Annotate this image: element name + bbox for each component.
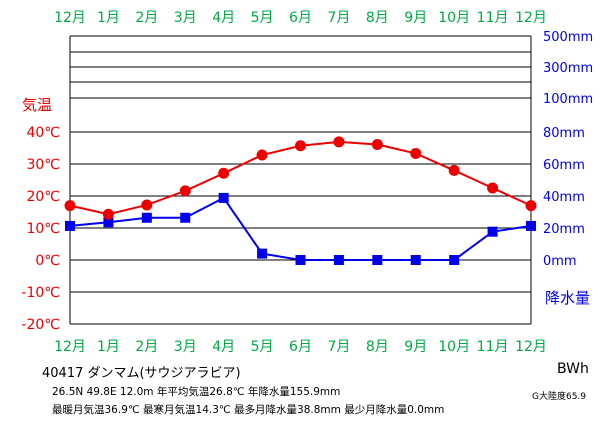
month-label-bottom: 8月 <box>366 339 389 355</box>
temperature-point <box>102 208 114 220</box>
month-label-top: 1月 <box>97 10 120 26</box>
month-label-top: 10月 <box>438 10 470 26</box>
precipitation-tick-label: 500mm <box>543 30 593 45</box>
temperature-tick-label: 30℃ <box>26 157 60 173</box>
climate-classification: BWh <box>557 361 589 377</box>
month-label-bottom: 4月 <box>212 339 235 355</box>
temperature-point <box>487 182 499 194</box>
temperature-tick-label: 0℃ <box>35 253 60 269</box>
temperature-point <box>179 185 191 197</box>
temperature-line <box>69 140 532 216</box>
temperature-point <box>64 200 76 212</box>
temperature-point <box>295 140 306 152</box>
precipitation-tick-label: 60mm <box>543 158 585 173</box>
bottom-month-labels: 12月 1月 2月 3月 4月 5月 6月 7月 8月 9月 10月 11月 12月 <box>54 339 547 355</box>
month-label-bottom: 5月 <box>251 339 274 355</box>
temperature-point <box>410 147 422 159</box>
precipitation-point <box>487 226 498 237</box>
temperature-axis-title: 気温 <box>22 96 52 114</box>
month-label-top: 6月 <box>289 10 312 26</box>
temperature-tick-label: -10℃ <box>21 285 60 301</box>
month-label-bottom: 3月 <box>174 339 197 355</box>
temperature-point <box>333 136 345 148</box>
precipitation-series <box>65 192 536 265</box>
month-label-bottom: 2月 <box>135 339 158 355</box>
precipitation-point <box>410 255 421 265</box>
month-label-top: 11月 <box>477 10 509 26</box>
month-label-bottom: 12月 <box>54 339 86 355</box>
temperature-point <box>525 200 537 212</box>
month-label-top: 4月 <box>212 10 235 26</box>
precipitation-point <box>526 220 536 231</box>
station-name: 40417 ダンマム(サウジアラビア) <box>42 366 241 381</box>
temperature-tick-label: 20℃ <box>26 189 60 205</box>
precipitation-tick-label: 40mm <box>543 190 585 205</box>
precipitation-tick-label: 80mm <box>543 126 585 141</box>
precipitation-point <box>218 192 229 203</box>
temperature-tick-label: 10℃ <box>26 221 60 237</box>
month-label-bottom: 10月 <box>438 339 470 355</box>
month-label-bottom: 11月 <box>477 339 509 355</box>
month-label-bottom: 9月 <box>404 339 427 355</box>
precipitation-point <box>141 212 152 223</box>
precipitation-point <box>372 255 383 265</box>
temperature-series <box>64 136 537 220</box>
precipitation-point <box>65 220 75 231</box>
precipitation-point <box>295 255 306 265</box>
temperature-point <box>141 199 153 211</box>
temperature-tick-label: 40℃ <box>26 125 60 141</box>
precipitation-point <box>103 217 114 228</box>
month-label-bottom: 1月 <box>97 339 120 355</box>
climate-continentality: G大陸度65.9 <box>532 392 587 402</box>
precipitation-point <box>333 255 344 265</box>
precipitation-axis: 500mm 300mm 100mm 80mm 60mm 40mm 20mm 0mm 降水量 <box>543 30 593 307</box>
temperature-point <box>371 138 383 150</box>
precipitation-point <box>180 212 191 223</box>
precipitation-point <box>449 255 460 265</box>
month-label-bottom: 6月 <box>289 339 312 355</box>
precipitation-tick-label: 0mm <box>543 254 577 269</box>
precipitation-axis-title: 降水量 <box>545 289 590 307</box>
temperature-point <box>448 164 460 176</box>
precipitation-point <box>257 248 268 259</box>
station-extremes: 最暖月気温36.9℃ 最寒月気温14.3℃ 最多月降水量38.8mm 最少月降水… <box>52 404 445 416</box>
station-summary: 26.5N 49.8E 12.0m 年平均気温26.8℃ 年降水量155.9mm <box>52 386 341 398</box>
temperature-point <box>218 167 230 179</box>
temperature-axis: 気温 40℃ 30℃ 20℃ 10℃ 0℃ -10℃ -20℃ <box>21 96 60 333</box>
chart-grid <box>69 35 532 325</box>
temperature-point <box>256 149 268 161</box>
climate-chart: 12月 1月 2月 3月 4月 5月 6月 7月 8月 9月 10月 11月 12月 12月 1月 2月 3月… <box>21 10 593 355</box>
month-label-bottom: 12月 <box>515 339 547 355</box>
temperature-tick-label: -20℃ <box>21 317 60 333</box>
month-label-top: 2月 <box>135 10 158 26</box>
precipitation-tick-label: 300mm <box>543 61 593 76</box>
month-label-top: 12月 <box>515 10 547 26</box>
month-label-top: 7月 <box>327 10 350 26</box>
month-label-top: 8月 <box>366 10 389 26</box>
month-label-bottom: 7月 <box>327 339 350 355</box>
top-month-labels: 12月 1月 2月 3月 4月 5月 6月 7月 8月 9月 10月 11月 12月 <box>54 10 547 26</box>
precipitation-tick-label: 20mm <box>543 222 585 237</box>
month-label-top: 9月 <box>404 10 427 26</box>
precipitation-tick-label: 100mm <box>543 92 593 107</box>
month-label-top: 5月 <box>251 10 274 26</box>
month-label-top: 3月 <box>174 10 197 26</box>
month-label-top: 12月 <box>54 10 86 26</box>
